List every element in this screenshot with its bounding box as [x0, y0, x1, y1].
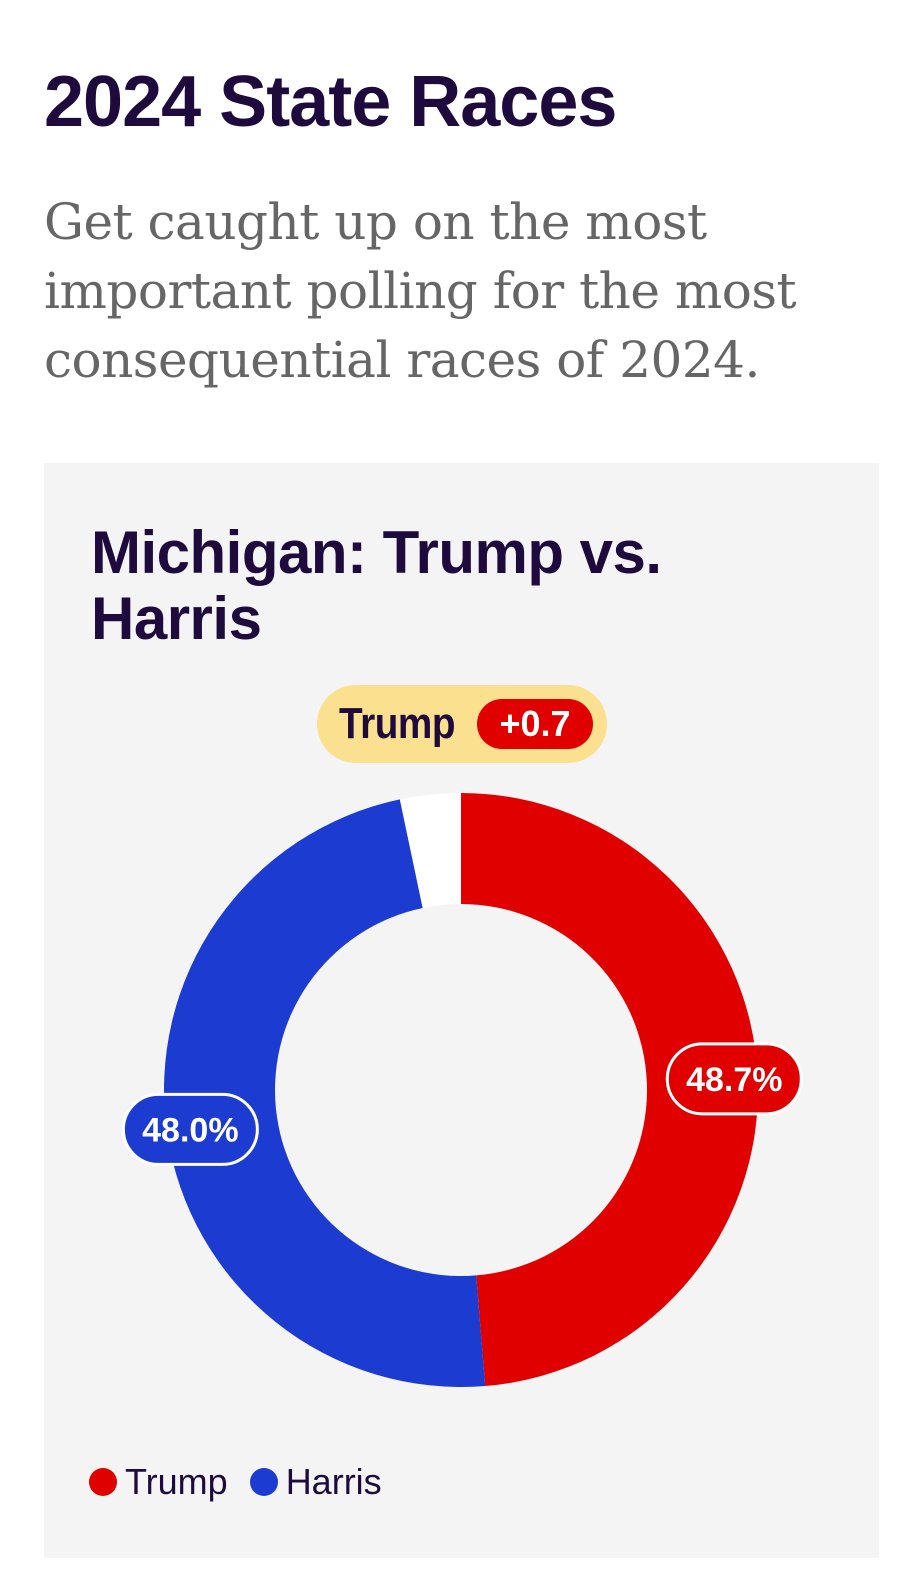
data-label-text: 48.0%	[142, 1111, 238, 1149]
data-label-text: 48.7%	[686, 1061, 782, 1099]
donut-chart: 48.7% 48.0%	[121, 793, 803, 1387]
lead-candidate: Trump	[339, 699, 456, 748]
legend-dot	[249, 1468, 278, 1496]
card-title: Michigan: Trump vs. Harris	[91, 519, 662, 652]
legend-label: Harris	[285, 1461, 382, 1502]
data-label-bg	[121, 1092, 259, 1166]
data-label-harris: 48.0%	[121, 1092, 259, 1166]
slice-harris	[164, 799, 486, 1387]
slice-trump	[461, 793, 758, 1387]
page-title: 2024 State Races	[44, 62, 617, 142]
poll-card: Michigan: Trump vs. Harris Trump +0.7 48…	[44, 463, 879, 1558]
data-label-bg	[665, 1042, 803, 1116]
data-label-trump: 48.7%	[665, 1042, 803, 1116]
chart-legend: Trump Harris	[89, 1461, 404, 1503]
legend-dot	[89, 1468, 117, 1496]
legend-item-trump: Trump	[89, 1461, 228, 1503]
legend-item-harris: Harris	[249, 1461, 382, 1503]
lead-badge: Trump +0.7	[317, 685, 607, 763]
lead-margin: +0.7	[477, 699, 593, 749]
page-subtitle: Get caught up on the most important poll…	[44, 193, 797, 389]
slice-other-undecided	[399, 793, 461, 908]
legend-label: Trump	[125, 1461, 228, 1502]
